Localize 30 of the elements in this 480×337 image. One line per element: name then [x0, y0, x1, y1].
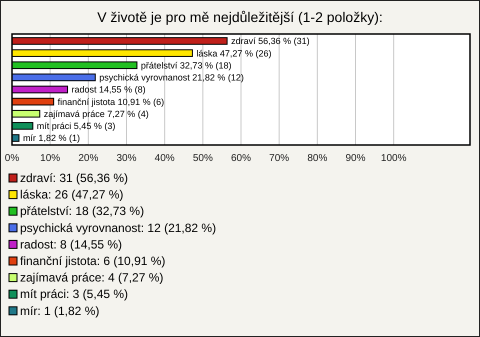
x-tick-label: 30% — [116, 153, 137, 164]
legend-label: mít práci: 3 (5,45 %) — [20, 287, 128, 302]
x-tick-label: 20% — [78, 153, 98, 164]
data-label: zdraví 56,36 % (31) — [231, 36, 310, 46]
legend-label: zajímavá práce: 4 (7,27 %) — [20, 270, 164, 285]
x-tick-label: 40% — [154, 153, 175, 164]
x-tick-label: 50% — [192, 153, 213, 164]
chart-title: V životě je pro mě nejdůležitější (1-2 položky): — [97, 9, 383, 25]
legend-label: finanční jistota: 6 (10,91 %) — [20, 254, 166, 268]
data-label: láska 47,27 % (26) — [196, 48, 272, 58]
data-label: psychická vyrovnanost 21,82 % (12) — [99, 72, 244, 83]
x-tick-label: 70% — [269, 153, 290, 164]
x-tick-label: 10% — [40, 153, 60, 164]
legend-label: přátelství: 18 (32,73 %) — [20, 204, 144, 218]
data-label: zajímavá práce 7,27 % (4) — [44, 108, 149, 119]
legend-label: psychická vyrovnanost: 12 (21,82 %) — [20, 220, 216, 235]
legend-label: láska: 26 (47,27 %) — [20, 188, 124, 202]
data-label: přátelství 32,73 % (18) — [140, 60, 232, 70]
data-label: mír 1,82 % (1) — [22, 133, 80, 144]
x-tick-label: 0% — [4, 153, 20, 164]
data-label: radost 14,55 % (8) — [72, 84, 146, 95]
x-tick-label: 90% — [345, 153, 366, 164]
x-tick-label: 60% — [230, 153, 252, 164]
data-label: finanční jistota 10,91 % (6) — [58, 96, 164, 107]
legend-label: radost: 8 (14,55 %) — [20, 237, 122, 252]
data-label: mít práci 5,45 % (3) — [36, 121, 116, 132]
legend-label: zdraví: 31 (56,36 %) — [20, 171, 128, 185]
x-tick-label: 100% — [380, 153, 407, 164]
x-tick-label: 80% — [307, 153, 328, 164]
legend-label: mír: 1 (1,82 %) — [20, 304, 100, 318]
